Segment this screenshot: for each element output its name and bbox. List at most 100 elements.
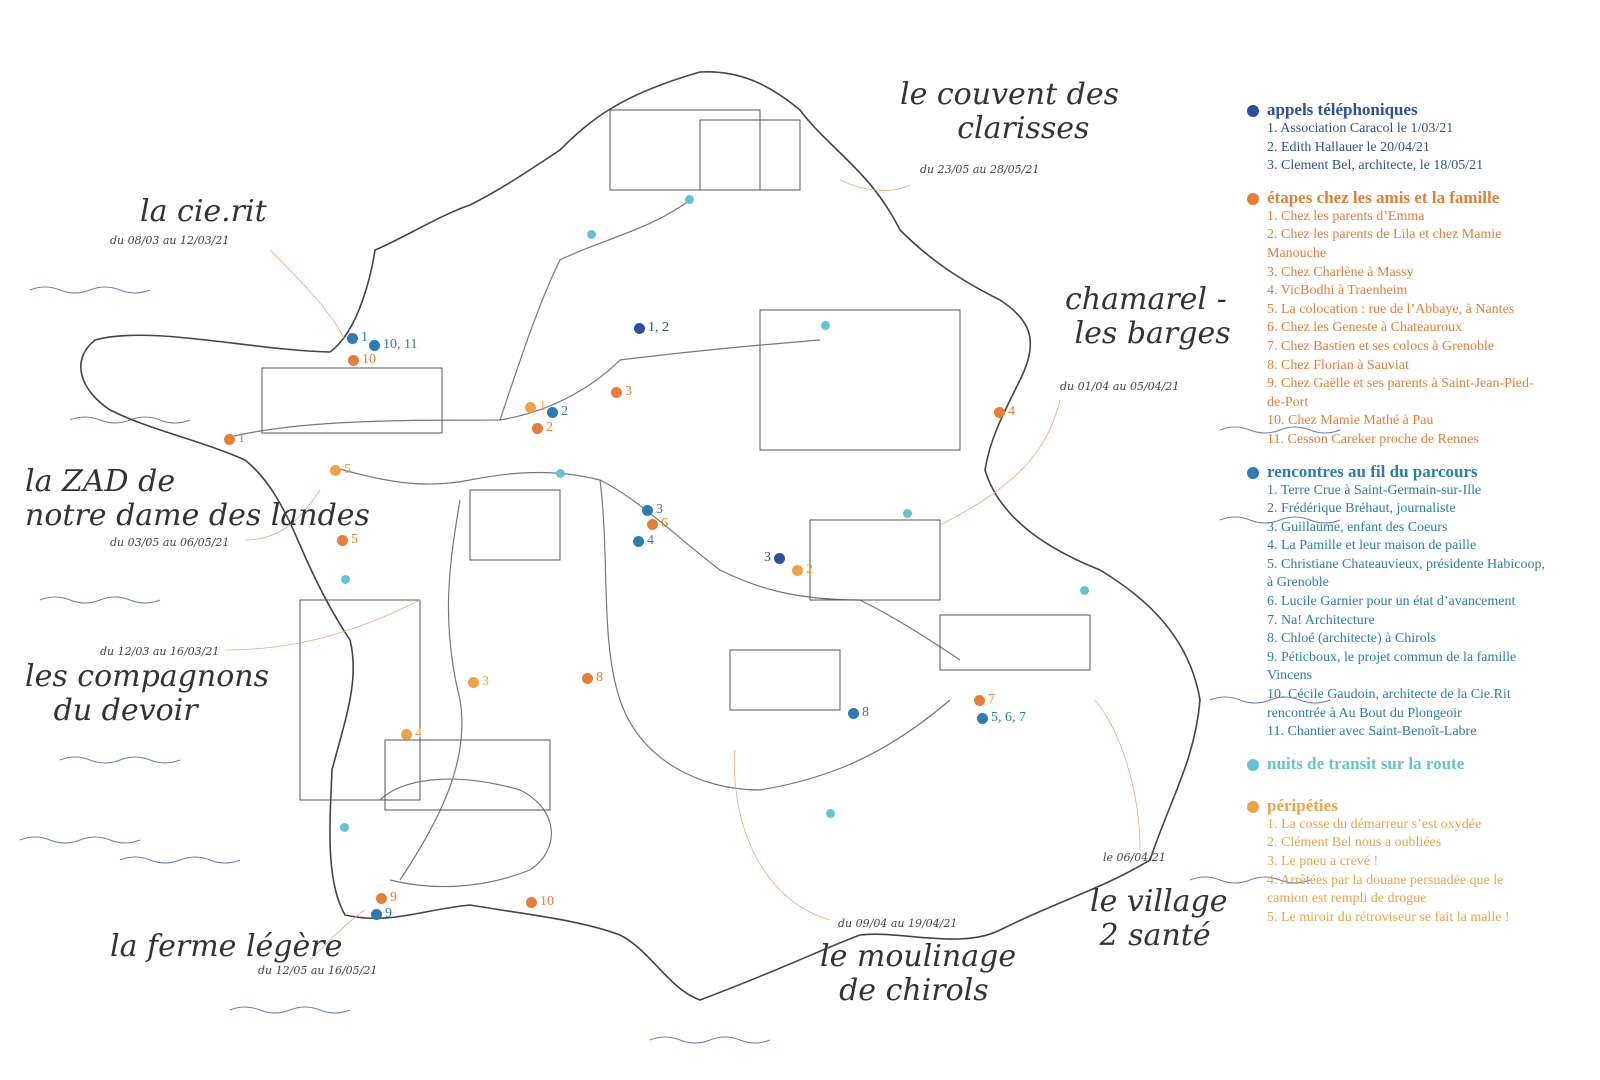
marker-dot-icon	[532, 422, 543, 434]
legend-item: 4. VicBodhi à Traenheim	[1267, 283, 1408, 299]
marker-label: 8	[862, 705, 869, 720]
place-name: la ZAD de notre dame des landes	[25, 464, 370, 533]
legend-item: 3. Clement Bel, architecte, le 18/05/21	[1267, 158, 1484, 174]
marker-dot-icon	[369, 339, 380, 351]
legend-item: 6. Lucile Garnier pour un état d’avancem…	[1267, 594, 1516, 610]
marker-label: 1, 2	[648, 320, 669, 335]
marker-label: 3	[764, 550, 771, 565]
place-date: du 23/05 au 28/05/21	[920, 163, 1040, 176]
map-marker-calls[interactable]: 3	[764, 550, 785, 566]
map-marker-friends[interactable]: 3	[611, 384, 632, 400]
place-name: la cie.rit	[140, 194, 267, 229]
map-marker-meetings[interactable]: 9	[371, 906, 392, 922]
map-marker-meetings[interactable]: 10, 11	[369, 337, 417, 353]
roads	[229, 199, 961, 888]
map-marker-friends[interactable]: 10	[526, 894, 554, 910]
map-marker-meetings[interactable]: 5, 6, 7	[977, 710, 1026, 726]
legend-dot-icon	[1247, 105, 1259, 117]
marker-dot-icon	[401, 728, 412, 740]
map-marker-calls[interactable]: 1, 2	[634, 320, 669, 336]
marker-label: 6	[661, 516, 668, 531]
place-date: du 12/05 au 16/05/21	[258, 964, 378, 977]
map-marker-meetings[interactable]: 8	[848, 705, 869, 721]
legend-item: 8. Chloé (architecte) à Chirols	[1267, 631, 1437, 647]
marker-label: 3	[482, 674, 489, 689]
marker-label: 4	[1008, 404, 1015, 419]
marker-label: 1	[361, 330, 368, 345]
marker-label: 10	[362, 352, 376, 367]
transit-night-dot-icon[interactable]	[1080, 586, 1089, 595]
transit-night-dot-icon[interactable]	[903, 509, 912, 518]
marker-dot-icon	[774, 552, 785, 564]
map-marker-friends[interactable]: 10	[348, 352, 376, 368]
transit-night-dot-icon[interactable]	[340, 823, 349, 832]
legend-item: 9. Péticboux, le projet commun de la fam…	[1267, 649, 1517, 684]
sea-wave	[29, 286, 151, 294]
marker-dot-icon	[376, 892, 387, 904]
map-marker-meetings[interactable]: 2	[547, 404, 568, 420]
map-marker-friends[interactable]: 8	[582, 670, 603, 686]
legend-dot-icon	[1247, 466, 1259, 479]
map-marker-friends[interactable]: 1	[224, 431, 245, 447]
legend-item: 1. Terre Crue à Saint-Germain-sur-Ille	[1267, 482, 1482, 498]
map-marker-friends[interactable]: 9	[376, 890, 397, 906]
marker-label: 7	[988, 692, 995, 707]
marker-dot-icon	[526, 896, 537, 908]
legend-item: 3. Guillaume, enfant des Coeurs	[1267, 519, 1448, 535]
transit-night-dot-icon[interactable]	[556, 469, 565, 478]
map-marker-friends[interactable]: 5	[337, 532, 358, 548]
marker-label: 4	[647, 533, 654, 548]
legend-title: péripéties	[1267, 795, 1338, 815]
transit-night-dot-icon[interactable]	[341, 575, 350, 584]
map-marker-mishaps[interactable]: 3	[468, 674, 489, 690]
place-date: du 03/05 au 06/05/21	[110, 536, 230, 549]
map-marker-friends[interactable]: 4	[994, 404, 1015, 420]
map-marker-friends[interactable]: 2	[532, 420, 553, 436]
marker-label: 3	[625, 384, 632, 399]
legend-item: 8. Chez Florian à Sauviat	[1267, 357, 1409, 373]
sea-wave	[1209, 696, 1331, 704]
transit-night-dot-icon[interactable]	[821, 321, 830, 330]
transit-night-dot-icon[interactable]	[587, 230, 596, 239]
map-marker-mishaps[interactable]: 5	[330, 462, 351, 478]
place-name: le moulinage de chirols	[820, 939, 1017, 1008]
sea-wave	[119, 856, 241, 864]
map-marker-meetings[interactable]: 1	[347, 330, 368, 346]
map-marker-mishaps[interactable]: 1	[525, 399, 546, 415]
france-outline	[80, 71, 1201, 1001]
legend-item: 10. Cécile Gaudoin, architecte de la Cie…	[1267, 687, 1511, 721]
transit-night-dot-icon[interactable]	[826, 809, 835, 818]
marker-label: 3	[656, 502, 663, 517]
place-date: le 06/04/21	[1103, 851, 1166, 864]
marker-label: 5	[351, 532, 358, 547]
legend-item: 6. Chez les Geneste à Chateauroux	[1267, 320, 1463, 336]
marker-dot-icon	[974, 694, 985, 706]
map-marker-mishaps[interactable]: 4	[401, 726, 422, 742]
marker-dot-icon	[371, 908, 382, 920]
map-marker-friends[interactable]: 6	[647, 516, 668, 532]
marker-label: 2	[561, 404, 568, 419]
sea-wave	[229, 1006, 351, 1014]
legend-item: 5. Christiane Chateauvieux, présidente H…	[1267, 556, 1545, 591]
legend-item: 2. Clément Bel nous a oubliées	[1267, 835, 1442, 851]
marker-label: 2	[546, 420, 553, 435]
place-date: du 08/03 au 12/03/21	[110, 234, 230, 247]
marker-dot-icon	[348, 354, 359, 366]
legend-item: 1. Association Caracol le 1/03/21	[1267, 121, 1454, 136]
legend-dot-icon	[1247, 758, 1259, 771]
legend-item: 1. La cosse du démarreur s’est oxydée	[1267, 816, 1482, 832]
map-marker-meetings[interactable]: 4	[633, 533, 654, 549]
map-marker-mishaps[interactable]: 2	[792, 562, 813, 578]
map-marker-friends[interactable]: 7	[974, 692, 995, 708]
legend-item: 2. Chez les parents de Lila et chez Mami…	[1267, 227, 1502, 261]
marker-dot-icon	[642, 504, 653, 516]
legend-item: 3. Chez Charlène à Massy	[1267, 264, 1414, 280]
sea-wave	[1219, 426, 1341, 434]
legend-title: étapes chez les amis et la famille	[1267, 187, 1500, 207]
sketch-buildings	[261, 109, 1091, 811]
transit-night-dot-icon[interactable]	[685, 195, 694, 204]
place-name: la ferme légère	[110, 929, 343, 964]
sea-wave	[649, 1036, 771, 1044]
map-marker-meetings[interactable]: 3	[642, 502, 663, 518]
